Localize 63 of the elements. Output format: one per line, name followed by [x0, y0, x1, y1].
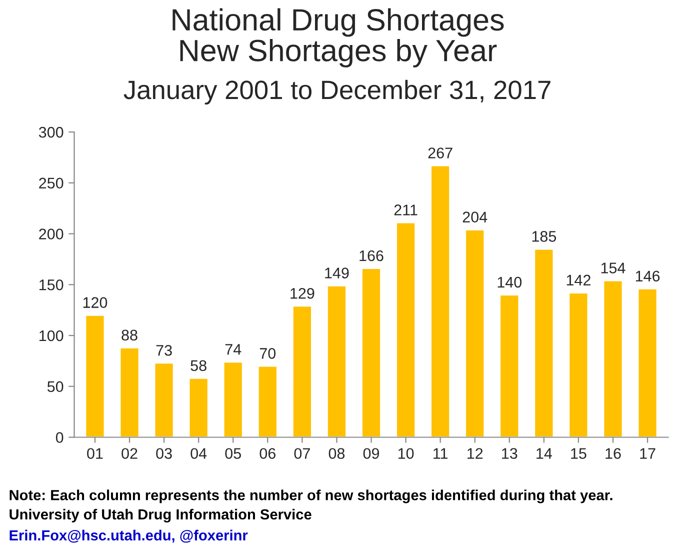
- data-label: 120: [83, 297, 108, 308]
- data-label: 142: [566, 274, 590, 286]
- x-tick-label: 05: [225, 448, 241, 459]
- data-label: 129: [290, 288, 314, 299]
- y-tick-label: 100: [40, 330, 64, 342]
- data-label: 70: [260, 348, 276, 359]
- x-tick-label: 12: [468, 448, 483, 459]
- data-label: 73: [156, 344, 172, 356]
- bar: [430, 164, 451, 438]
- y-tick-label: 250: [39, 178, 64, 189]
- y-tick-label: 300: [38, 126, 64, 138]
- x-tick-label: 04: [190, 448, 207, 459]
- text: Erin.Fox@hsc.utah.edu, @foxerinr: [10, 530, 248, 543]
- data-label: 166: [360, 250, 384, 262]
- bar: [602, 280, 624, 438]
- x-tick-label: 14: [536, 448, 552, 459]
- x-tick-label: 02: [122, 448, 138, 459]
- data-label: 204: [462, 212, 488, 222]
- bar: [119, 347, 140, 438]
- x-tick-label: 01: [87, 448, 103, 459]
- x-tick-label: 03: [156, 448, 172, 459]
- x-tick-label: 11: [434, 448, 448, 459]
- data-label: 185: [532, 231, 556, 242]
- x-tick-label: 15: [571, 448, 586, 459]
- y-tick-label: 50: [47, 381, 64, 392]
- text: University of Utah Drug Information Service: [10, 508, 312, 522]
- x-tick-label: 07: [294, 448, 310, 459]
- data-label: 58: [190, 360, 206, 372]
- x-tick-label: 06: [260, 448, 276, 459]
- bar: [84, 314, 106, 438]
- y-tick-label: 200: [39, 228, 64, 240]
- bar: [534, 248, 554, 438]
- bar: [154, 362, 174, 438]
- data-label: 267: [428, 148, 452, 158]
- x-tick-label: 16: [606, 448, 621, 459]
- data-label: 149: [325, 268, 349, 278]
- data-label: 74: [225, 344, 242, 355]
- data-label: 140: [498, 276, 522, 288]
- x-tick-label: 13: [502, 448, 518, 459]
- y-tick-label: 0: [56, 432, 64, 443]
- chart-title: National Drug Shortages New Shortages by Year: [172, 8, 504, 68]
- bar: [499, 294, 520, 438]
- bar: [222, 361, 244, 438]
- bar: [396, 222, 416, 438]
- x-tick-label: 09: [363, 448, 380, 459]
- y-tick-label: 150: [40, 279, 64, 290]
- data-label: 154: [601, 262, 626, 274]
- data-label: 211: [394, 204, 418, 216]
- data-label: 146: [636, 270, 660, 282]
- bar: [326, 284, 347, 438]
- text: Note: Each column represents the number of new shortages identified during that year.: [10, 490, 612, 504]
- bar: [568, 292, 589, 438]
- data-label: 88: [122, 330, 138, 341]
- bar: [188, 378, 209, 438]
- x-tick-label: 17: [640, 448, 656, 459]
- bar: [464, 228, 486, 438]
- x-tick-label: 10: [398, 448, 414, 459]
- bar: [292, 305, 312, 438]
- bar: [361, 268, 382, 438]
- chart-subtitle: January 2001 to December 31, 2017: [124, 80, 550, 104]
- bar: [637, 288, 658, 438]
- bar: [257, 365, 278, 438]
- x-tick-label: 08: [328, 448, 345, 459]
